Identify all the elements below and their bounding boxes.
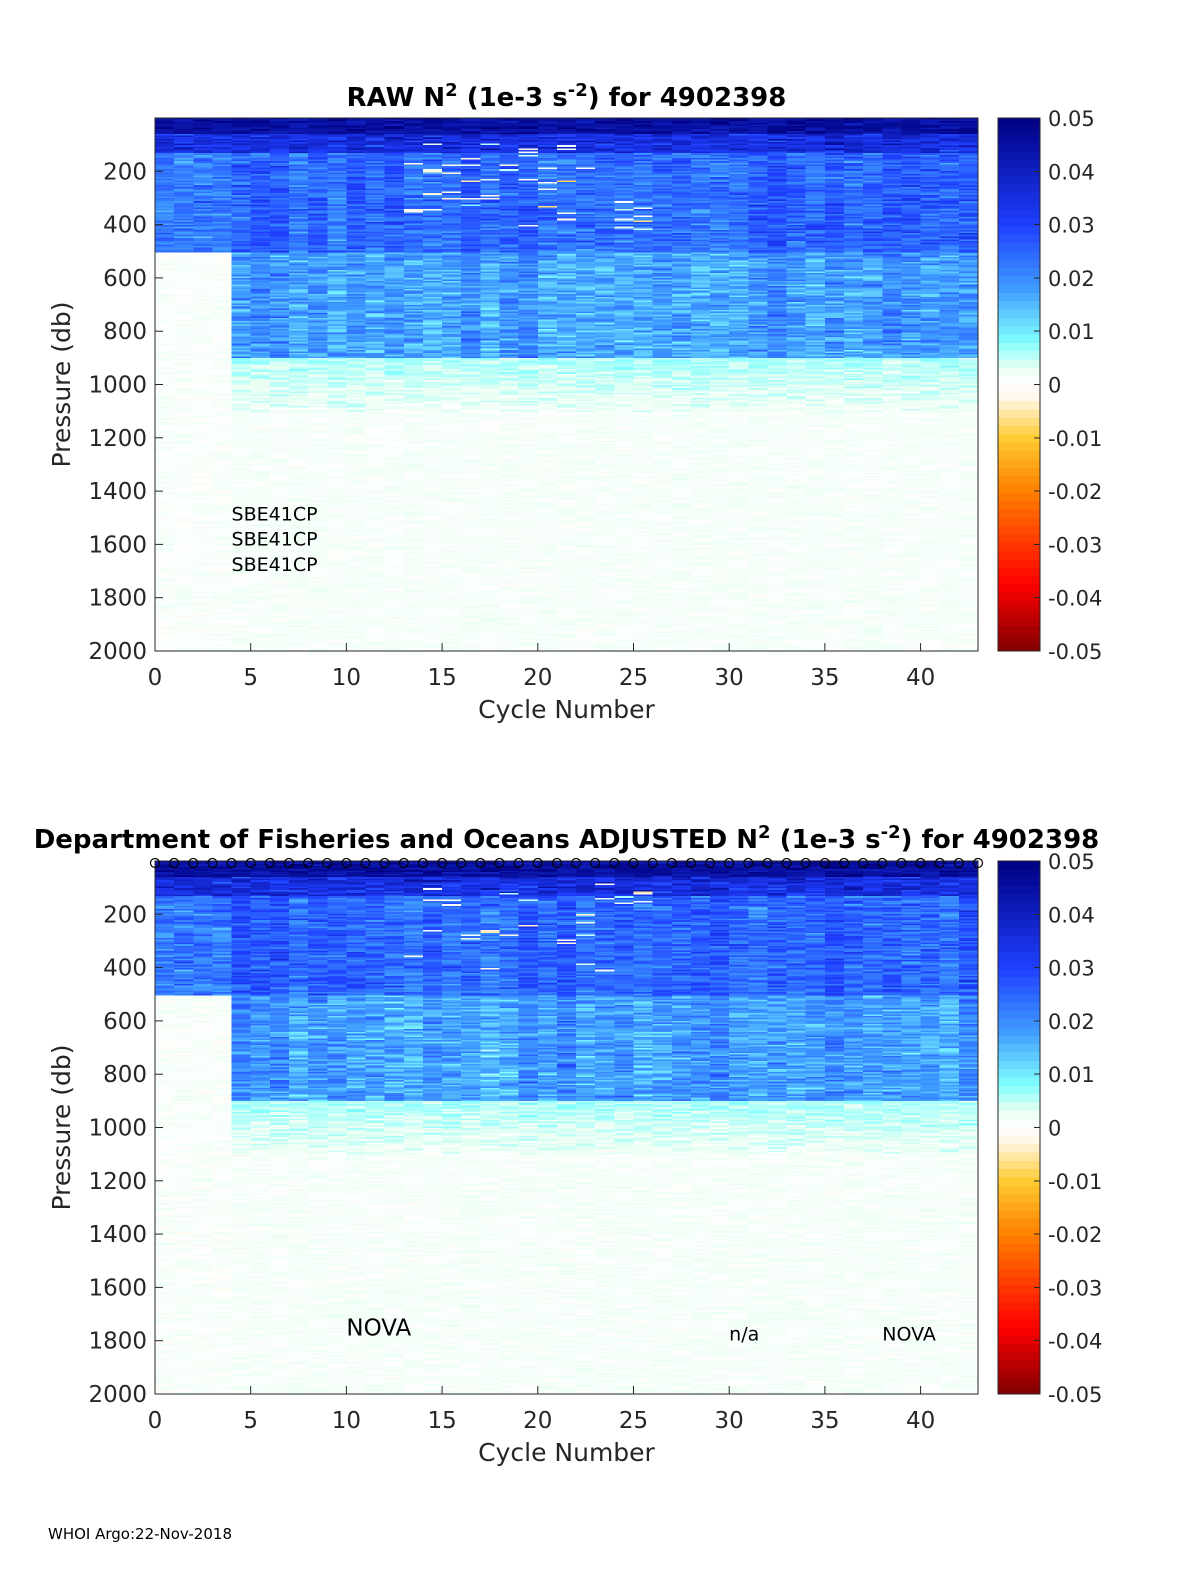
figure: 2004006008001000120014001600180020000 5 10… (0, 0, 1200, 1575)
